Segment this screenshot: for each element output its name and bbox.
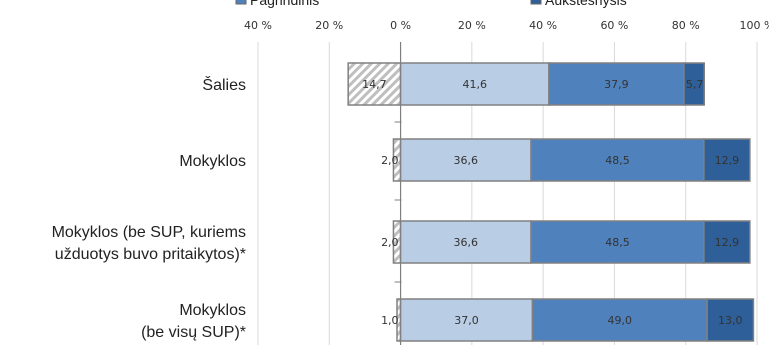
bar-segment [703, 138, 751, 182]
data-label: 49,0 [608, 314, 633, 327]
data-label: 36,6 [454, 236, 479, 249]
x-tick-label: 60 % [600, 19, 628, 32]
x-tick-label: 20 % [315, 19, 343, 32]
data-label: 48,5 [605, 236, 630, 249]
data-label: 12,9 [715, 154, 740, 167]
data-label: 5,7 [686, 78, 704, 91]
category-label: Mokyklos [179, 302, 246, 319]
data-label: 41,6 [462, 78, 487, 91]
x-tick-label: 0 % [390, 19, 411, 32]
data-label: 37,9 [604, 78, 629, 91]
bar-segment [347, 62, 402, 106]
x-tick-label: 100 % [740, 19, 769, 32]
bar-segment [399, 298, 534, 342]
category-label: Mokyklos (be SUP, kuriems [52, 224, 246, 241]
legend-label: Aukštesnysis [545, 0, 627, 8]
data-label: 12,9 [715, 236, 740, 249]
data-label: 13,0 [718, 314, 743, 327]
bar-segment [399, 138, 532, 182]
data-label: 2,0 [381, 236, 399, 249]
legend-label: Pagrindinis [250, 0, 319, 8]
category-label: (be visų SUP)* [141, 324, 246, 341]
bar-segment [531, 298, 708, 342]
bar-segment [683, 62, 705, 106]
category-label: Šalies [202, 75, 246, 94]
data-label: 48,5 [605, 154, 630, 167]
bar-segment [530, 220, 705, 264]
category-labels: Šalies Mokyklos Mokyklos (be SUP, kuriems u… [52, 75, 246, 341]
category-label: Mokyklos [179, 153, 246, 170]
data-label: 37,0 [454, 314, 479, 327]
data-label: 36,6 [454, 154, 479, 167]
bar-segment [706, 298, 755, 342]
bar-segment [703, 220, 751, 264]
data-label: 1,0 [381, 314, 399, 327]
data-label: 14,7 [362, 78, 387, 91]
x-tick-label: 80 % [672, 19, 700, 32]
x-tick-label: 20 % [458, 19, 486, 32]
legend-swatch [530, 0, 542, 5]
legend-swatch [235, 0, 247, 5]
data-label: 2,0 [381, 154, 399, 167]
bars: 14,7 41,6 37,9 5,7 2,0 36,6 48,5 12,9 2,0 36,6 48,… [347, 62, 755, 342]
x-axis-ticks: 40 % 20 % 0 % 20 % 40 % 60 % 80 % 100 % [244, 19, 769, 32]
category-label: užduotys buvo pritaikytos)* [55, 246, 246, 263]
x-tick-label: 40 % [244, 19, 272, 32]
bar-segment [399, 62, 550, 106]
x-tick-label: 40 % [529, 19, 557, 32]
legend: Pagrindinis Aukštesnysis [235, 0, 627, 8]
